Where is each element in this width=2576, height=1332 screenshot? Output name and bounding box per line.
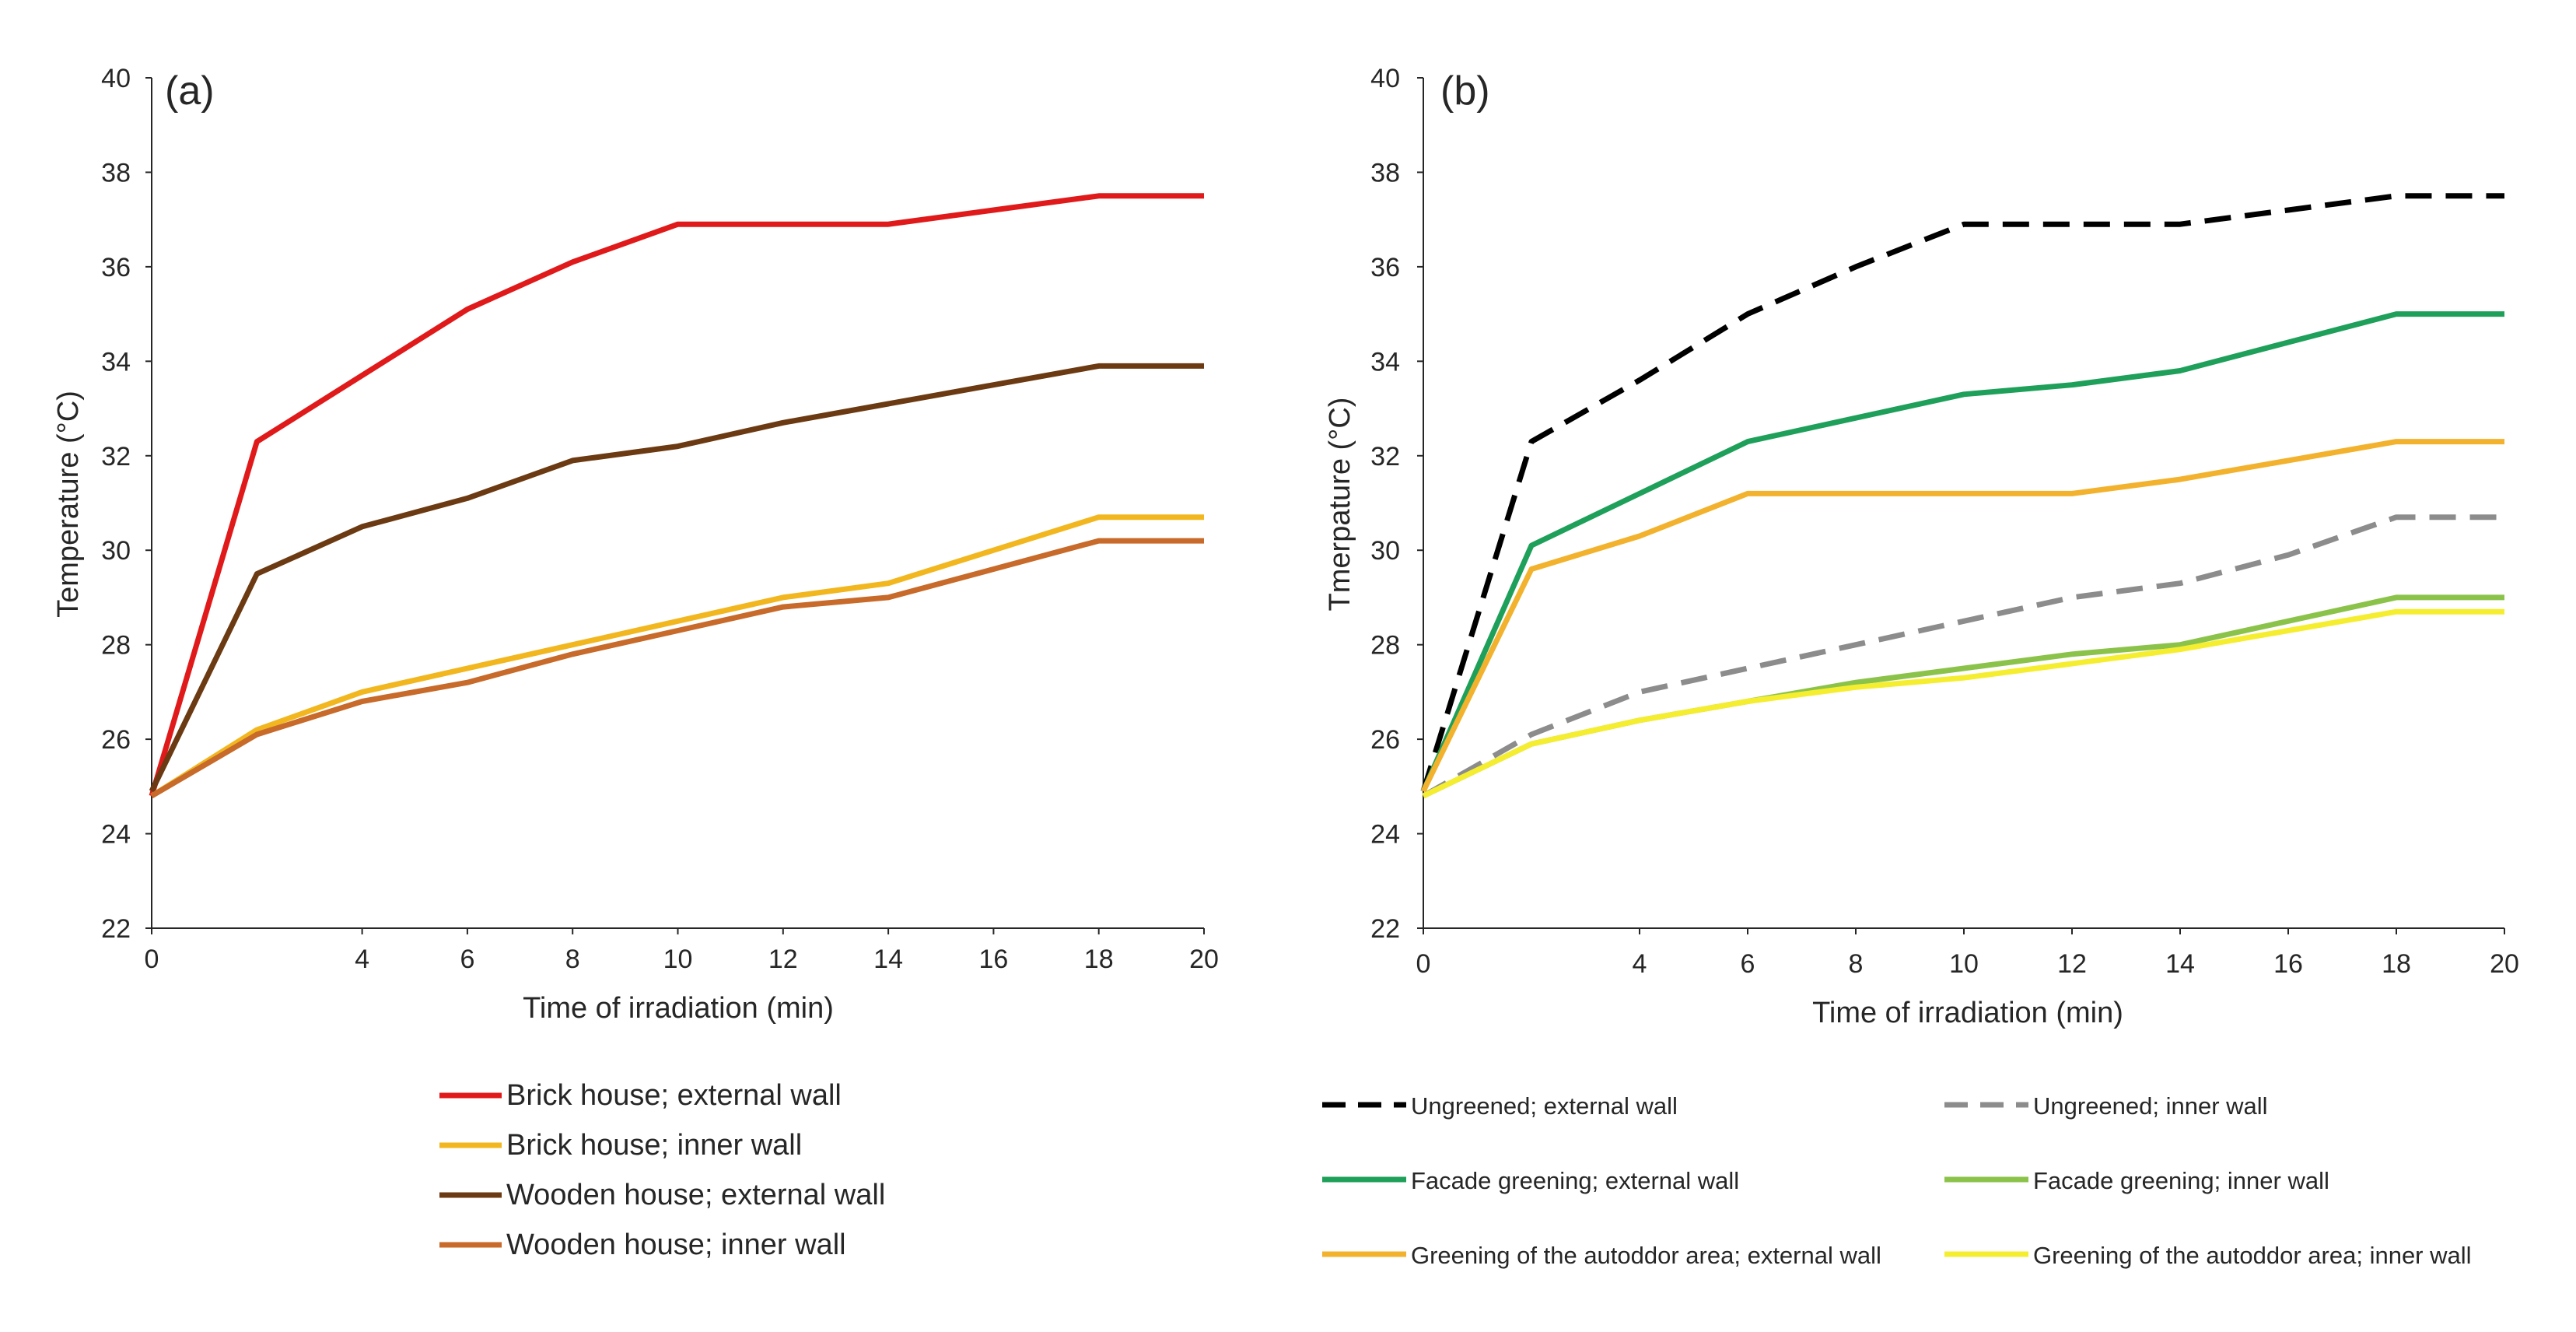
panel-a-y-tick-label: 26 xyxy=(101,725,131,755)
legend-label: Ungreened; external wall xyxy=(1411,1092,1678,1120)
panel-b-y-tick-label: 40 xyxy=(1370,64,1400,93)
panel-b-series-facade-greening-external-wall xyxy=(1420,311,2504,793)
legend-label: Facade greening; inner wall xyxy=(2033,1167,2329,1194)
legend-item-brick-house-external-wall: Brick house; external wall xyxy=(439,1079,842,1112)
legend-item-greening-of-the-autoddor-area-external-wall: Greening of the autoddor area; external … xyxy=(1322,1242,1881,1269)
panel-b-x-tick-label: 12 xyxy=(2057,949,2087,979)
panel-b-legend: Ungreened; external wall Ungreened; inner… xyxy=(1322,1092,2472,1269)
panel-a-y-tick-label: 22 xyxy=(101,914,131,944)
panel-b-x-tick-label: 14 xyxy=(2165,949,2195,979)
panel-b-series-ungreened-external-wall xyxy=(1420,193,2504,792)
panel-a-x-tick-label: 16 xyxy=(978,945,1008,974)
panel-b: (b) Time of irradiation (min) Tmerpature… xyxy=(1322,64,2519,1269)
panel-b-y-tick-label: 22 xyxy=(1370,914,1400,944)
panel-b-x-axis-title: Time of irradiation (min) xyxy=(1812,997,2123,1029)
legend-item-facade-greening-external-wall: Facade greening; external wall xyxy=(1322,1167,1739,1194)
panel-a-y-axis-title: Temperature (°C) xyxy=(52,391,85,618)
panel-a-x-tick-label: 6 xyxy=(460,945,474,974)
panel-b-label: (b) xyxy=(1440,68,1490,114)
legend-label: Wooden house; external wall xyxy=(506,1179,885,1211)
legend-item-wooden-house-inner-wall: Wooden house; inner wall xyxy=(439,1229,846,1261)
panel-b-series-greening-of-the-autoddor-area-external-wall xyxy=(1420,439,2504,793)
legend-item-facade-greening-inner-wall: Facade greening; inner wall xyxy=(1944,1167,2329,1194)
panel-b-x-tick-label: 8 xyxy=(1849,949,1864,979)
panel-a-x-tick-label: 10 xyxy=(663,945,693,974)
panel-b-y-tick-label: 26 xyxy=(1370,725,1400,755)
panel-b-y-tick-label: 24 xyxy=(1370,820,1400,850)
panel-a-x-tick-label: 8 xyxy=(565,945,580,974)
panel-a-y-tick-label: 38 xyxy=(101,158,131,188)
panel-b-y-axis-title: Tmerpature (°C) xyxy=(1324,398,1356,612)
legend-label: Facade greening; external wall xyxy=(1411,1167,1739,1194)
legend-label: Greening of the autoddor area; inner wal… xyxy=(2033,1242,2472,1269)
panel-b-y-tick-label: 34 xyxy=(1370,347,1400,377)
legend-item-wooden-house-external-wall: Wooden house; external wall xyxy=(439,1179,885,1211)
panel-a-label: (a) xyxy=(165,68,215,114)
panel-a-x-tick-label: 18 xyxy=(1084,945,1114,974)
legend-label: Ungreened; inner wall xyxy=(2033,1092,2268,1120)
panel-b-x-tick-label: 4 xyxy=(1633,949,1647,979)
panel-b-y-tick-label: 36 xyxy=(1370,253,1400,282)
panel-b-x-tick-label: 20 xyxy=(2490,949,2519,979)
panel-a-x-tick-label: 0 xyxy=(145,945,159,974)
panel-a-series-wooden-house-external-wall xyxy=(149,363,1204,793)
legend-label: Brick house; inner wall xyxy=(506,1129,802,1162)
panel-b-x-tick-label: 6 xyxy=(1741,949,1755,979)
panel-a: (a) Time of irradiation (min) Temperatur… xyxy=(52,64,1219,1261)
panel-a-series-wooden-house-inner-wall xyxy=(150,538,1204,799)
legend-item-ungreened-external-wall: Ungreened; external wall xyxy=(1322,1092,1678,1120)
panel-a-x-tick-label: 14 xyxy=(873,945,903,974)
panel-b-y-tick-label: 32 xyxy=(1370,442,1400,471)
panel-b-x-tick-label: 0 xyxy=(1416,949,1431,979)
panel-a-x-axis-title: Time of irradiation (min) xyxy=(523,992,834,1025)
panel-a-y-tick-label: 30 xyxy=(101,536,131,566)
panel-a-series-brick-house-inner-wall xyxy=(150,514,1204,798)
panel-a-x-tick-label: 20 xyxy=(1189,945,1219,974)
panel-a-y-tick-label: 28 xyxy=(101,631,131,661)
legend-label: Brick house; external wall xyxy=(506,1079,842,1112)
legend-item-brick-house-inner-wall: Brick house; inner wall xyxy=(439,1129,802,1162)
panel-a-series-brick-house-external-wall xyxy=(149,193,1204,797)
panel-b-y-tick-label: 30 xyxy=(1370,536,1400,566)
panel-b-series-ungreened-inner-wall xyxy=(1422,514,2504,799)
panel-a-y-tick-label: 24 xyxy=(101,820,131,850)
legend-label: Greening of the autoddor area; external … xyxy=(1411,1242,1881,1269)
panel-b-x-tick-label: 16 xyxy=(2273,949,2303,979)
legend-label: Wooden house; inner wall xyxy=(506,1229,846,1261)
panel-a-legend: Brick house; external wall Brick house; i… xyxy=(439,1079,885,1261)
panel-b-y-tick-label: 28 xyxy=(1370,631,1400,661)
panel-a-y-tick-label: 36 xyxy=(101,253,131,282)
legend-item-ungreened-inner-wall: Ungreened; inner wall xyxy=(1944,1092,2268,1120)
legend-item-greening-of-the-autoddor-area-inner-wall: Greening of the autoddor area; inner wal… xyxy=(1944,1242,2472,1269)
panel-a-x-tick-label: 12 xyxy=(768,945,798,974)
panel-b-x-tick-label: 18 xyxy=(2382,949,2411,979)
panel-b-series-greening-of-the-autoddor-area-inner-wall xyxy=(1422,608,2504,799)
panel-a-x-tick-label: 4 xyxy=(355,945,369,974)
panel-a-y-tick-label: 40 xyxy=(101,64,131,93)
panel-b-x-tick-label: 10 xyxy=(1949,949,1979,979)
panel-a-y-tick-label: 32 xyxy=(101,442,131,471)
panel-a-y-tick-label: 34 xyxy=(101,347,131,377)
panel-b-y-tick-label: 38 xyxy=(1370,158,1400,188)
